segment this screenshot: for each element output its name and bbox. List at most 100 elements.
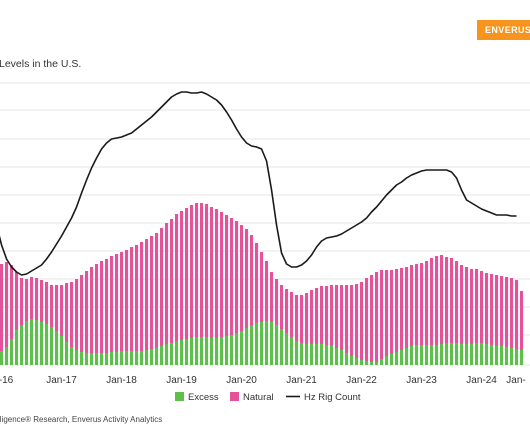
excess-bar <box>235 333 239 365</box>
excess-bar <box>200 337 204 365</box>
excess-bar <box>480 343 484 365</box>
natural-bar <box>515 280 519 349</box>
natural-bar <box>510 278 514 348</box>
excess-bar <box>400 350 404 365</box>
excess-bar <box>370 362 374 365</box>
source-note: lligence® Research, Enverus Activity Ana… <box>0 415 163 424</box>
excess-bar <box>195 337 199 365</box>
natural-bar <box>500 276 504 346</box>
excess-bar <box>375 362 379 365</box>
natural-bar <box>170 219 174 343</box>
natural-bar <box>60 285 64 336</box>
natural-bar <box>80 275 84 352</box>
excess-bar <box>350 356 354 365</box>
natural-bar <box>50 285 54 327</box>
x-tick-label: Jan-19 <box>166 375 197 386</box>
excess-bar <box>140 351 144 365</box>
excess-bar <box>475 343 479 365</box>
excess-bar <box>245 328 249 365</box>
natural-bar <box>420 263 424 345</box>
natural-bar <box>40 280 44 322</box>
excess-bar <box>430 345 434 365</box>
natural-bar <box>35 278 39 320</box>
excess-bar <box>155 348 159 365</box>
natural-bar <box>245 229 249 328</box>
excess-bar <box>40 322 44 365</box>
natural-bar <box>345 285 349 353</box>
natural-bar <box>395 269 399 352</box>
x-tick-label: Jan-18 <box>106 375 137 386</box>
excess-bar <box>365 361 369 365</box>
excess-bar <box>380 359 384 365</box>
natural-bar <box>440 255 444 344</box>
natural-bar <box>140 242 144 351</box>
excess-bar <box>130 351 134 365</box>
natural-bar <box>115 254 119 352</box>
excess-bar <box>470 344 474 365</box>
x-tick-label: Jan-24 <box>466 375 497 386</box>
natural-bar <box>315 288 319 344</box>
excess-bar <box>335 348 339 365</box>
excess-bar <box>75 350 79 365</box>
excess-bar <box>385 356 389 365</box>
excess-bar <box>175 341 179 365</box>
natural-bar <box>310 290 314 344</box>
excess-bar <box>5 347 9 365</box>
natural-bar <box>120 252 124 351</box>
excess-bar <box>410 346 414 365</box>
natural-bar <box>300 295 304 343</box>
excess-bar <box>220 337 224 365</box>
excess-bar <box>240 331 244 365</box>
hz-rig-count-line <box>0 91 517 276</box>
excess-bar <box>225 336 229 365</box>
excess-bar <box>320 344 324 365</box>
excess-bar <box>255 323 259 365</box>
excess-bar <box>205 337 209 365</box>
excess-bar <box>435 345 439 365</box>
excess-bar <box>495 346 499 365</box>
excess-bar <box>185 339 189 365</box>
legend-label: Hz Rig Count <box>304 392 361 403</box>
natural-bar <box>385 270 389 356</box>
excess-bar <box>275 325 279 365</box>
natural-bar <box>495 275 499 346</box>
excess-bar <box>55 331 59 365</box>
x-tick-label: Jan-20 <box>226 375 257 386</box>
excess-bar <box>490 345 494 365</box>
natural-bar <box>350 285 354 356</box>
natural-bar <box>195 203 199 337</box>
excess-bar <box>425 345 429 365</box>
enverus-badge: ENVERUS <box>477 20 530 40</box>
excess-bar <box>250 325 254 365</box>
bars <box>0 203 524 365</box>
excess-bar <box>45 324 49 365</box>
natural-bar <box>55 285 59 331</box>
natural-bar <box>455 261 459 343</box>
natural-bar <box>380 270 384 359</box>
excess-bar <box>160 346 164 365</box>
natural-bar <box>160 228 164 346</box>
natural-bar <box>45 282 49 324</box>
excess-bar <box>360 360 364 365</box>
natural-bar <box>365 278 369 361</box>
x-tick-label: -16 <box>0 375 14 386</box>
excess-bar <box>100 353 104 365</box>
natural-bar <box>290 292 294 337</box>
natural-bar <box>125 250 129 351</box>
excess-bar <box>290 337 294 365</box>
natural-bar <box>340 285 344 350</box>
natural-bar <box>210 207 214 338</box>
natural-bar <box>230 218 234 335</box>
excess-bar <box>415 345 419 365</box>
excess-bar <box>110 352 114 365</box>
natural-bar <box>255 243 259 323</box>
natural-bar <box>205 204 209 337</box>
excess-bar <box>455 343 459 365</box>
natural-bar <box>470 269 474 344</box>
natural-bar <box>275 279 279 325</box>
natural-bar <box>30 277 34 319</box>
excess-bar <box>80 352 84 365</box>
natural-bar <box>405 267 409 348</box>
excess-legend-swatch <box>175 392 184 401</box>
